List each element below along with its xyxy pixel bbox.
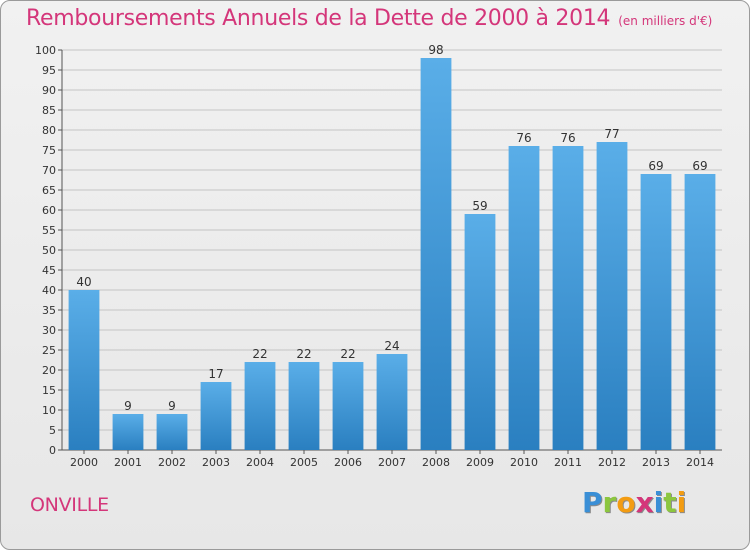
y-tick-label-40: 40 (42, 284, 56, 297)
y-tick-label-55: 55 (42, 224, 56, 237)
chart-subtitle: (en milliers d'€) (618, 14, 713, 28)
x-tick-label-2005: 2005 (290, 456, 318, 469)
y-tick-label-85: 85 (42, 104, 56, 117)
bar-2007 (376, 354, 408, 450)
data-label-2008: 98 (428, 43, 443, 57)
data-label-2001: 9 (124, 399, 132, 413)
y-tick-label-0: 0 (49, 444, 56, 457)
bars (68, 58, 716, 450)
x-tick-label-2006: 2006 (334, 456, 362, 469)
bar-2003 (200, 382, 232, 450)
x-tick-label-2010: 2010 (510, 456, 538, 469)
x-tick-label-2011: 2011 (554, 456, 582, 469)
y-tick-label-70: 70 (42, 164, 56, 177)
bar-2004 (244, 362, 276, 450)
y-tick-label-75: 75 (42, 144, 56, 157)
y-tick-label-20: 20 (42, 364, 56, 377)
x-tick-label-2004: 2004 (246, 456, 274, 469)
x-tick-label-2008: 2008 (422, 456, 450, 469)
y-tick-label-80: 80 (42, 124, 56, 137)
y-tick-label-60: 60 (42, 204, 56, 217)
logo-letter-0: P (582, 486, 603, 519)
logo-letter-6: i (676, 486, 687, 519)
x-tick-label-2012: 2012 (598, 456, 626, 469)
y-tick-label-95: 95 (42, 64, 56, 77)
data-label-2007: 24 (384, 339, 399, 353)
data-label-2013: 69 (648, 159, 663, 173)
logo-letter-4: i (653, 486, 664, 519)
data-label-2011: 76 (560, 131, 575, 145)
x-tick-label-2014: 2014 (686, 456, 714, 469)
data-label-2005: 22 (296, 347, 311, 361)
bar-2008 (420, 58, 452, 450)
bar-2000 (68, 290, 100, 450)
proxiti-logo[interactable]: Proxiti (582, 486, 686, 519)
data-label-2003: 17 (208, 367, 223, 381)
bar-2010 (508, 146, 540, 450)
bar-2002 (156, 414, 188, 450)
y-tick-label-90: 90 (42, 84, 56, 97)
logo-letter-3: x (635, 486, 654, 519)
bar-2009 (464, 214, 496, 450)
y-tick-label-15: 15 (42, 384, 56, 397)
bar-2011 (552, 146, 584, 450)
data-label-2012: 77 (604, 127, 619, 141)
y-tick-label-30: 30 (42, 324, 56, 337)
bar-2012 (596, 142, 628, 450)
labels: 0 5 10 15 20 25 30 35 40 45 50 55 60 65 70 75 80 85 90 95 10… (35, 43, 714, 469)
x-tick-label-2000: 2000 (70, 456, 98, 469)
y-tick-label-5: 5 (49, 424, 56, 437)
bar-2001 (112, 414, 144, 450)
x-tick-label-2009: 2009 (466, 456, 494, 469)
bar-2013 (640, 174, 672, 450)
x-tick-label-2003: 2003 (202, 456, 230, 469)
data-label-2006: 22 (340, 347, 355, 361)
data-label-2010: 76 (516, 131, 531, 145)
data-label-2002: 9 (168, 399, 176, 413)
data-label-2009: 59 (472, 199, 487, 213)
bar-2014 (684, 174, 716, 450)
y-tick-label-45: 45 (42, 264, 56, 277)
chart-title-text: Remboursements Annuels de la Dette de 20… (26, 6, 611, 31)
bar-2005 (288, 362, 320, 450)
logo-letter-1: r (602, 486, 617, 519)
logo-letter-5: t (663, 486, 677, 519)
y-tick-label-25: 25 (42, 344, 56, 357)
bar-2006 (332, 362, 364, 450)
chart-title: Remboursements Annuels de la Dette de 20… (26, 6, 712, 31)
data-label-2014: 69 (692, 159, 707, 173)
data-label-2004: 22 (252, 347, 267, 361)
y-tick-label-50: 50 (42, 244, 56, 257)
commune-name: ONVILLE (30, 494, 109, 516)
data-label-2000: 40 (76, 275, 91, 289)
x-tick-label-2013: 2013 (642, 456, 670, 469)
y-tick-label-10: 10 (42, 404, 56, 417)
x-tick-label-2002: 2002 (158, 456, 186, 469)
y-tick-label-35: 35 (42, 304, 56, 317)
y-tick-label-100: 100 (35, 44, 56, 57)
x-tick-label-2001: 2001 (114, 456, 142, 469)
logo-letter-2: o (616, 486, 636, 519)
y-tick-label-65: 65 (42, 184, 56, 197)
x-tick-label-2007: 2007 (378, 456, 406, 469)
